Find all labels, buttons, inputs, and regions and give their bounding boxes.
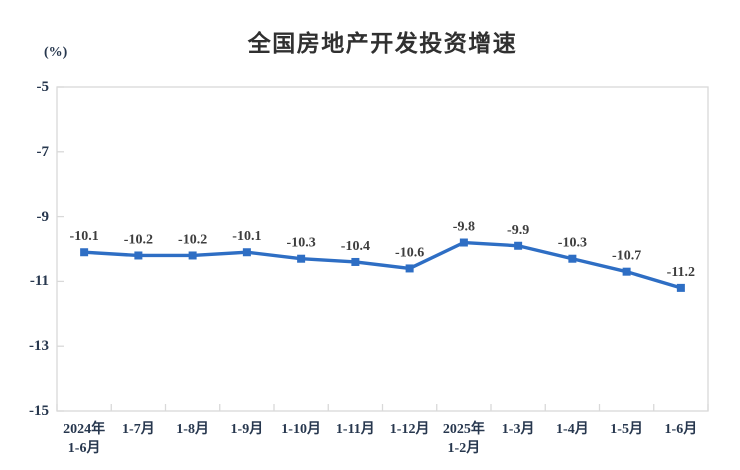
- data-point-marker: [134, 251, 143, 260]
- data-point-label: -10.1: [70, 229, 99, 244]
- data-point-label: -10.3: [287, 236, 316, 251]
- data-point-label: -10.4: [341, 239, 370, 254]
- chart-title: 全国房地产开发投资增速: [247, 30, 518, 56]
- x-axis-label: 2024年 1-6月: [63, 422, 106, 456]
- data-point-marker: [459, 238, 468, 247]
- x-axis-label: 1-9月: [230, 422, 264, 437]
- y-axis-tick-label: -13: [29, 338, 49, 355]
- data-point-label: -10.2: [178, 232, 207, 247]
- data-point-label: -9.8: [453, 220, 475, 235]
- x-axis-label: 1-11月: [335, 422, 375, 437]
- x-axis-label: 1-3月: [501, 422, 535, 437]
- series-line: [84, 240, 682, 290]
- x-axis-label: 1-6月: [664, 422, 698, 437]
- data-point-label: -10.2: [124, 232, 153, 247]
- data-point-marker: [80, 248, 89, 257]
- data-point-marker: [351, 257, 360, 266]
- data-point-marker: [622, 267, 631, 276]
- x-axis-label: 1-7月: [122, 422, 155, 437]
- data-point-label: -10.3: [558, 236, 587, 251]
- data-point-marker: [405, 264, 414, 273]
- data-point-label: -10.6: [395, 245, 424, 260]
- x-axis-label: 2025年 1-2月: [442, 422, 485, 456]
- data-point-marker: [188, 251, 197, 260]
- data-point-marker: [297, 254, 306, 263]
- y-axis-tick-label: -9: [36, 208, 50, 225]
- data-point-label: -10.7: [612, 249, 641, 264]
- x-axis-label: 1-5月: [610, 422, 643, 437]
- plot-border: [56, 86, 709, 412]
- x-axis-label: 1-8月: [176, 422, 209, 437]
- y-axis-unit-label: (%): [44, 45, 68, 60]
- y-axis-tick-label: -11: [29, 273, 49, 290]
- data-point-label: -11.2: [667, 265, 695, 280]
- data-point-marker: [514, 241, 523, 250]
- data-point-label: -10.1: [232, 229, 261, 244]
- data-point-label: -9.9: [507, 223, 529, 238]
- x-axis-label: 1-4月: [556, 422, 589, 437]
- y-axis-tick-label: -7: [36, 143, 50, 160]
- y-axis-tick-label: -15: [29, 403, 49, 419]
- data-point-marker: [242, 248, 251, 257]
- y-axis-tick-label: -5: [36, 79, 50, 95]
- x-axis-label: 1-10月: [281, 422, 321, 437]
- data-point-marker: [676, 283, 685, 292]
- x-axis-label: 1-12月: [389, 422, 430, 437]
- data-point-marker: [568, 254, 577, 263]
